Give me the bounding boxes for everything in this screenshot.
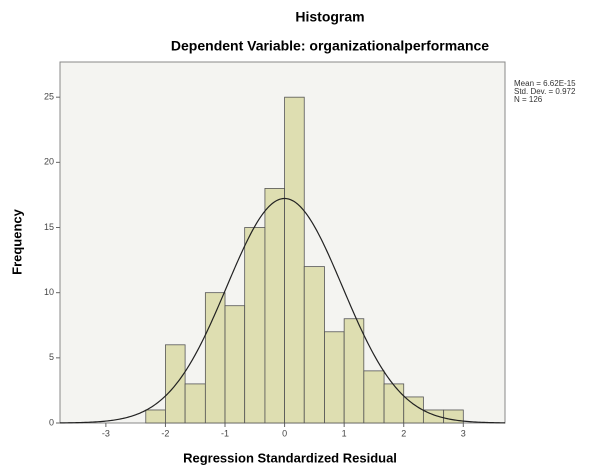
- bar: [146, 410, 166, 423]
- x-tick-label: 1: [342, 428, 347, 438]
- bar: [185, 384, 205, 423]
- bar: [304, 267, 324, 423]
- x-tick-label: -3: [102, 428, 110, 438]
- bar: [225, 306, 245, 423]
- bar: [165, 345, 185, 423]
- y-tick-label: 10: [44, 287, 54, 297]
- x-tick-label: 2: [401, 428, 406, 438]
- bar: [245, 228, 265, 423]
- bar: [285, 97, 305, 423]
- chart-subtitle: Dependent Variable: organizationalperfor…: [171, 38, 489, 54]
- bar: [324, 332, 344, 423]
- chart: Histogram Dependent Variable: organizati…: [0, 0, 608, 470]
- bar: [265, 188, 285, 423]
- bar: [404, 397, 424, 423]
- x-tick-label: 0: [282, 428, 287, 438]
- chart-title: Histogram: [295, 9, 364, 25]
- bar: [344, 319, 364, 423]
- x-tick-label: -2: [161, 428, 169, 438]
- y-tick-label: 15: [44, 222, 54, 232]
- x-axis-label: Regression Standardized Residual: [183, 450, 397, 465]
- x-tick-label: -1: [221, 428, 229, 438]
- stats-label: N = 126: [514, 95, 543, 104]
- bar: [364, 371, 384, 423]
- x-tick-label: 3: [461, 428, 466, 438]
- y-tick-label: 5: [49, 352, 54, 362]
- y-axis-label: Frequency: [9, 208, 24, 275]
- bar: [384, 384, 404, 423]
- y-tick-label: 25: [44, 92, 54, 102]
- y-tick-label: 0: [49, 417, 54, 427]
- y-tick-label: 20: [44, 157, 54, 167]
